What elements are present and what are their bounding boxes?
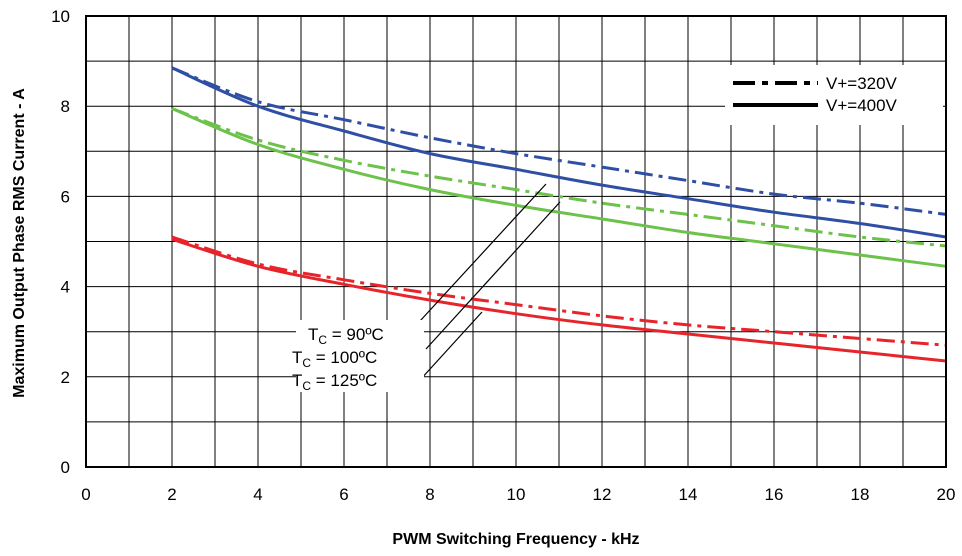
series-tc100-dash-dot	[171, 107, 947, 248]
x-tick-label: 2	[167, 485, 176, 504]
x-tick-label: 14	[679, 485, 698, 504]
x-tick-label: 6	[339, 485, 348, 504]
x-tick-labels: 0 2 4 6 8 10 12 14 16 18 20	[81, 485, 955, 504]
annotation-tc-100: TC = 100ºC	[292, 348, 377, 370]
leader-line-100c	[425, 201, 561, 350]
x-tick-label: 4	[253, 485, 262, 504]
x-tick-label: 18	[851, 485, 870, 504]
y-tick-label: 0	[61, 458, 70, 477]
series-tc100-solid	[171, 107, 947, 268]
series-layer	[171, 66, 947, 363]
y-tick-label: 8	[61, 97, 70, 116]
y-tick-label: 2	[61, 368, 70, 387]
x-tick-label: 10	[507, 485, 526, 504]
x-tick-label: 0	[81, 485, 90, 504]
legend-label-320v: V+=320V	[826, 74, 898, 93]
annotation-tc-125: TC = 125ºC	[292, 371, 377, 393]
annotation-tc-90: TC = 90ºC	[308, 325, 384, 347]
plot-frame	[85, 15, 947, 468]
annotation-labels: TC = 90ºC TC = 100ºC TC = 125ºC	[292, 320, 424, 393]
series-tc90-solid	[171, 66, 947, 239]
y-tick-labels: 0 2 4 6 8 10	[51, 7, 70, 477]
grid	[86, 16, 946, 467]
legend-box	[725, 65, 943, 125]
x-tick-label: 12	[593, 485, 612, 504]
x-axis-title: PWM Switching Frequency - kHz	[392, 531, 639, 548]
x-tick-label: 8	[425, 485, 434, 504]
y-axis-title: Maximum Output Phase RMS Current - A	[11, 88, 28, 398]
leader-line-125c	[419, 311, 483, 381]
legend: V+=320V V+=400V	[725, 65, 943, 125]
y-tick-label: 4	[61, 278, 70, 297]
series-tc125-dash-dot	[171, 235, 947, 347]
series-tc90-dash-dot	[171, 66, 947, 216]
y-tick-label: 10	[51, 7, 70, 26]
series-tc125-solid	[171, 237, 947, 363]
x-tick-label: 16	[765, 485, 784, 504]
x-tick-label: 20	[937, 485, 956, 504]
annotation-leaders	[419, 183, 561, 381]
y-tick-label: 6	[61, 187, 70, 206]
legend-label-400v: V+=400V	[826, 96, 898, 115]
annotation-bg	[296, 320, 424, 392]
leader-line-90c	[419, 183, 547, 322]
